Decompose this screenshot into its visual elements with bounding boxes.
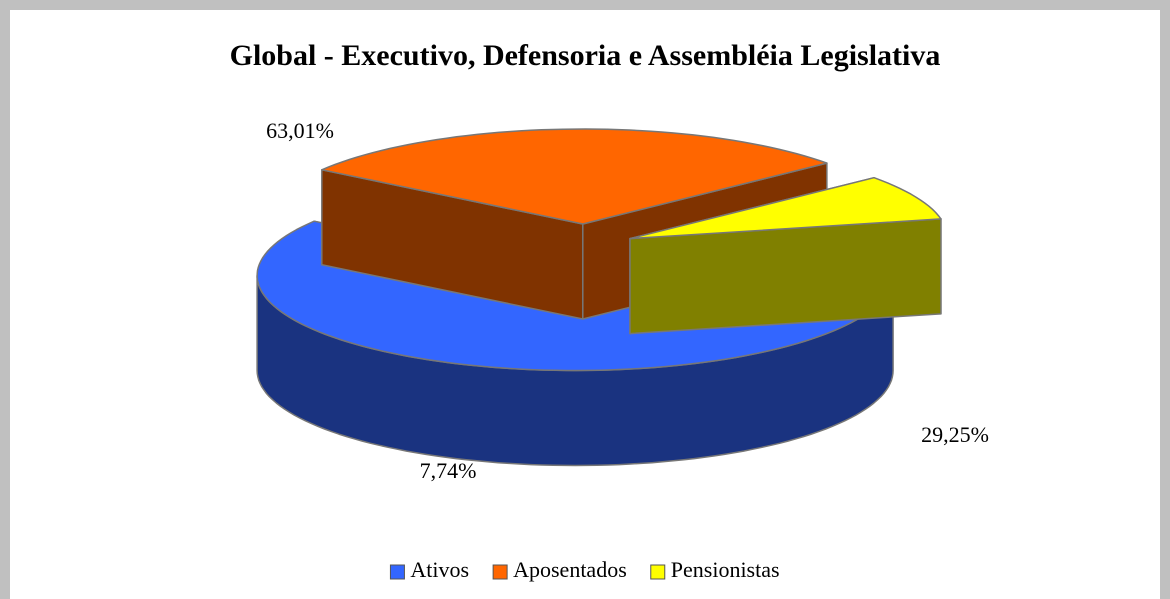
- legend-swatch: [389, 564, 405, 580]
- data-label: 7,74%: [420, 458, 477, 483]
- legend-swatch: [492, 564, 508, 580]
- data-label: 29,25%: [921, 422, 989, 447]
- legend-swatch: [650, 564, 666, 580]
- legend-label: Ativos: [410, 557, 469, 582]
- slice: [321, 128, 828, 225]
- legend-label: Aposentados: [513, 557, 627, 582]
- slice: [629, 176, 942, 240]
- chart-title: Global - Executivo, Defensoria e Assembl…: [230, 39, 941, 72]
- legend-label: Pensionistas: [671, 557, 780, 582]
- data-label: 63,01%: [266, 118, 334, 143]
